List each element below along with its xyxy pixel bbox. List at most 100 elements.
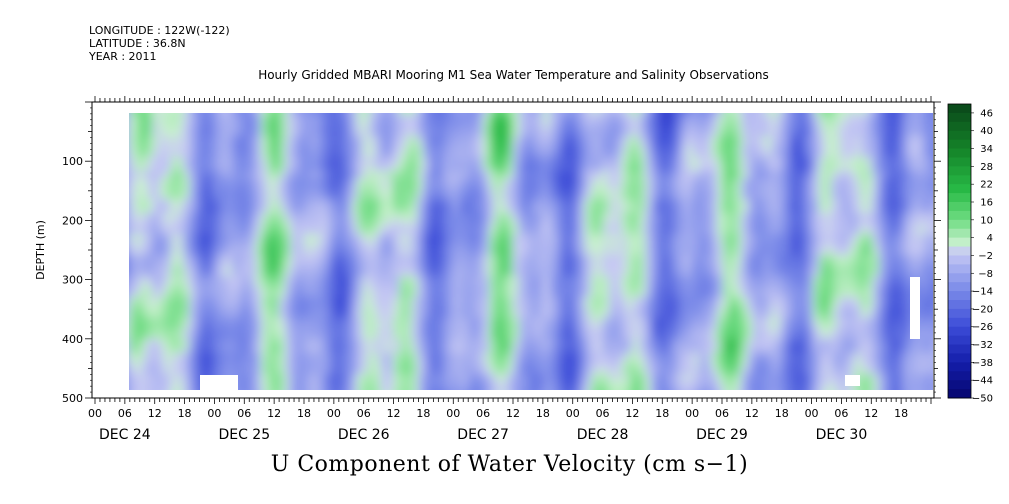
- field-cell: [297, 360, 304, 368]
- field-cell: [363, 199, 370, 207]
- field-cell: [627, 339, 634, 347]
- field-cell: [501, 227, 508, 235]
- field-cell: [561, 227, 568, 235]
- field-cell: [267, 255, 274, 263]
- field-cell: [219, 150, 226, 158]
- field-cell: [483, 178, 490, 186]
- field-cell: [765, 227, 772, 235]
- field-cell: [573, 283, 580, 291]
- field-cell: [669, 234, 676, 242]
- field-cell: [495, 262, 502, 270]
- field-cell: [531, 304, 538, 312]
- field-cell: [627, 283, 634, 291]
- field-cell: [357, 241, 364, 249]
- field-cell: [555, 213, 562, 221]
- field-cell: [231, 143, 238, 151]
- field-cell: [723, 325, 730, 333]
- field-cell: [315, 276, 322, 284]
- field-cell: [495, 290, 502, 298]
- field-cell: [489, 290, 496, 298]
- field-cell: [567, 325, 574, 333]
- field-cell: [693, 269, 700, 277]
- field-cell: [519, 157, 526, 165]
- field-cell: [669, 248, 676, 256]
- field-cell: [345, 192, 352, 200]
- field-cell: [627, 129, 634, 137]
- field-cell: [387, 353, 394, 361]
- field-cell: [333, 248, 340, 256]
- field-cell: [591, 199, 598, 207]
- field-cell: [795, 374, 802, 382]
- field-cell: [609, 374, 616, 382]
- field-cell: [261, 220, 268, 228]
- field-cell: [135, 332, 142, 340]
- field-cell: [561, 113, 568, 116]
- field-cell: [387, 381, 394, 389]
- field-cell: [513, 297, 520, 305]
- field-cell: [267, 360, 274, 368]
- field-cell: [735, 227, 742, 235]
- field-cell: [141, 381, 148, 389]
- field-cell: [177, 304, 184, 312]
- field-cell: [795, 297, 802, 305]
- field-cell: [231, 122, 238, 130]
- field-cell: [789, 311, 796, 319]
- field-cell: [213, 136, 220, 144]
- field-cell: [309, 388, 316, 390]
- field-cell: [615, 339, 622, 347]
- field-cell: [207, 346, 214, 354]
- field-cell: [537, 262, 544, 270]
- field-cell: [279, 332, 286, 340]
- field-cell: [351, 248, 358, 256]
- field-cell: [135, 339, 142, 347]
- field-cell: [537, 374, 544, 382]
- field-cell: [357, 213, 364, 221]
- field-cell: [645, 136, 652, 144]
- field-cell: [435, 374, 442, 382]
- field-cell: [789, 255, 796, 263]
- field-cell: [141, 248, 148, 256]
- field-cell: [327, 178, 334, 186]
- field-cell: [141, 178, 148, 186]
- field-cell: [447, 164, 454, 172]
- field-cell: [447, 367, 454, 375]
- field-cell: [603, 192, 610, 200]
- field-cell: [429, 269, 436, 277]
- field-cell: [555, 136, 562, 144]
- field-cell: [225, 304, 232, 312]
- field-cell: [285, 367, 292, 375]
- field-cell: [411, 262, 418, 270]
- field-cell: [801, 178, 808, 186]
- field-cell: [549, 325, 556, 333]
- field-cell: [531, 199, 538, 207]
- field-cell: [789, 136, 796, 144]
- field-cell: [507, 367, 514, 375]
- field-cell: [777, 220, 784, 228]
- field-cell: [447, 227, 454, 235]
- field-cell: [321, 143, 328, 151]
- field-cell: [357, 178, 364, 186]
- field-cell: [327, 346, 334, 354]
- field-cell: [627, 367, 634, 375]
- field-cell: [615, 241, 622, 249]
- field-cell: [303, 346, 310, 354]
- field-cell: [129, 332, 136, 340]
- field-cell: [519, 339, 526, 347]
- field-cell: [657, 318, 664, 326]
- field-cell: [645, 311, 652, 319]
- field-cell: [471, 360, 478, 368]
- field-cell: [303, 192, 310, 200]
- field-cell: [369, 367, 376, 375]
- field-cell: [693, 178, 700, 186]
- field-cell: [165, 276, 172, 284]
- field-cell: [363, 283, 370, 291]
- field-cell: [201, 304, 208, 312]
- field-cell: [687, 199, 694, 207]
- field-cell: [561, 115, 568, 123]
- field-cell: [315, 283, 322, 291]
- field-cell: [615, 213, 622, 221]
- field-cell: [351, 304, 358, 312]
- field-cell: [615, 290, 622, 298]
- field-cell: [129, 157, 136, 165]
- field-cell: [249, 171, 256, 179]
